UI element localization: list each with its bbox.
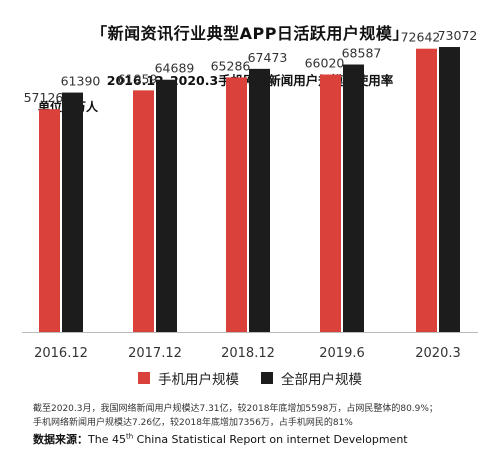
x-tick-label-2017.12: 2017.12 [128, 346, 182, 361]
footnote: 截至2020.3月，我国网络新闻用户规模达7.31亿，较2018年底增加5598… [33, 402, 488, 430]
main-title: 「新闻资讯行业典型APP日活跃用户规模」 [91, 24, 409, 43]
bar-mobile-2019.6 [320, 74, 341, 332]
legend: 手机用户规模 全部用户规模 [0, 368, 500, 388]
data-label-mobile-2017.12: 61959 [118, 71, 158, 86]
data-label-mobile-2016.12: 57126 [24, 90, 64, 105]
footnote-line: 截至2020.3月，我国网络新闻用户规模达7.31亿，较2018年底增加5598… [33, 404, 438, 414]
source-text-tail: China Statistical Report on internet Dev… [133, 433, 408, 446]
data-label-mobile-2020.3: 72642 [401, 30, 441, 45]
x-tick-label-2016.12: 2016.12 [34, 346, 88, 361]
legend-item-mobile: 手机用户规模 [138, 368, 239, 388]
legend-item-all: 全部用户规模 [261, 368, 362, 388]
bar-all-2017.12 [156, 79, 177, 333]
data-label-all-2016.12: 61390 [61, 74, 101, 89]
data-label-all-2020.3: 73072 [438, 28, 478, 43]
source-label: 数据来源： [33, 433, 88, 446]
data-label-all-2018.12: 67473 [248, 50, 288, 65]
data-label-all-2017.12: 64689 [155, 61, 195, 76]
legend-label-all: 全部用户规模 [281, 372, 362, 388]
legend-label-mobile: 手机用户规模 [158, 372, 239, 388]
legend-swatch-all [261, 372, 273, 384]
bar-all-2018.12 [249, 68, 270, 333]
bar-mobile-2020.3 [416, 48, 437, 333]
source-text: The 45 [88, 433, 126, 446]
source-line: 数据来源：The 45th China Statistical Report o… [33, 431, 408, 447]
bar-mobile-2016.12 [39, 109, 60, 332]
legend-swatch-mobile [138, 372, 150, 384]
x-tick-label-2018.12: 2018.12 [221, 346, 275, 361]
data-label-mobile-2019.6: 66020 [305, 56, 345, 71]
x-tick-label-2020.3: 2020.3 [415, 346, 461, 361]
x-tick-label-2019.6: 2019.6 [319, 346, 365, 361]
source-superscript: th [125, 432, 134, 441]
data-label-mobile-2018.12: 65286 [211, 58, 251, 73]
bar-chart: 57126613902016.1261959646892017.12652866… [22, 28, 478, 361]
footnote-line: 手机网络新闻用户规模达7.26亿，较2018年底增加7356万，占手机网民的81… [33, 418, 353, 428]
data-label-all-2019.6: 68587 [342, 46, 382, 61]
bar-all-2019.6 [343, 64, 364, 333]
bar-all-2020.3 [439, 47, 460, 333]
bar-all-2016.12 [62, 92, 83, 332]
bar-mobile-2018.12 [226, 77, 247, 332]
bar-mobile-2017.12 [133, 90, 154, 333]
